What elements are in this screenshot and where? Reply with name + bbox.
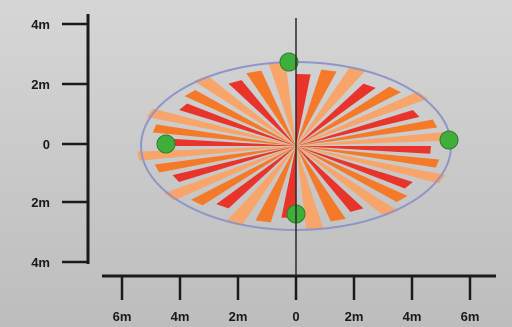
- spray-wedge: [296, 146, 408, 202]
- spray-wedge: [146, 108, 296, 146]
- spray-wedge: [246, 70, 296, 146]
- y-tick-label: 2m: [31, 195, 50, 210]
- spray-wedge: [172, 146, 296, 182]
- spray-wedge: [154, 146, 296, 173]
- x-tick-label: 4m: [171, 309, 190, 324]
- spray-wedge: [268, 61, 296, 146]
- sprinkler-head-top: [279, 52, 299, 72]
- spray-wedge: [296, 146, 446, 184]
- y-tick-label: 0: [43, 137, 50, 152]
- x-tick-label: 2m: [345, 309, 364, 324]
- spray-wedge: [228, 80, 296, 146]
- spray-wedge: [296, 69, 337, 146]
- spray-wedge: [179, 103, 296, 146]
- spray-wedge: [137, 146, 296, 161]
- y-tick-label: 2m: [31, 77, 50, 92]
- y-axis-ticks: 4m 2m 0 2m 4m: [31, 17, 88, 270]
- spray-wedge: [255, 146, 296, 223]
- spray-wedge: [296, 146, 431, 154]
- spray-wedge: [191, 146, 296, 206]
- spray-wedge: [281, 146, 296, 218]
- spray-wedge: [225, 146, 296, 226]
- x-axis-ticks: 6m 4m 2m 0 2m 4m 6m: [113, 276, 480, 324]
- spray-wedge: [296, 74, 311, 146]
- spray-wedge: [296, 146, 346, 222]
- spray-wedge: [296, 83, 376, 146]
- spray-wedges: [137, 61, 455, 231]
- spray-wedge: [296, 91, 429, 146]
- spray-wedge: [163, 146, 296, 201]
- spray-wedge: [184, 90, 296, 146]
- spray-wedge: [161, 138, 296, 146]
- sprinkler-head-right: [439, 130, 459, 150]
- axes: [86, 14, 496, 278]
- spray-wedge: [296, 146, 413, 189]
- spray-wedge: [296, 119, 438, 146]
- spray-wedge: [296, 66, 367, 146]
- spray-wedge: [296, 110, 420, 146]
- spray-wedge: [296, 131, 455, 146]
- sprinkler-head-left: [156, 134, 176, 154]
- x-tick-label: 4m: [403, 309, 422, 324]
- y-tick-label: 4m: [31, 255, 50, 270]
- y-tick-label: 4m: [31, 17, 50, 32]
- x-tick-label: 6m: [461, 309, 480, 324]
- spray-wedge: [216, 146, 296, 209]
- spray-wedge: [193, 75, 296, 146]
- spray-wedge: [296, 146, 399, 217]
- spray-wedge: [296, 86, 401, 146]
- x-tick-label: 2m: [229, 309, 248, 324]
- x-tick-label: 0: [292, 309, 299, 324]
- spray-wedge: [296, 146, 364, 212]
- spray-wedge: [296, 146, 440, 168]
- x-tick-label: 6m: [113, 309, 132, 324]
- spray-wedge: [296, 146, 324, 231]
- spray-wedge: [152, 124, 296, 146]
